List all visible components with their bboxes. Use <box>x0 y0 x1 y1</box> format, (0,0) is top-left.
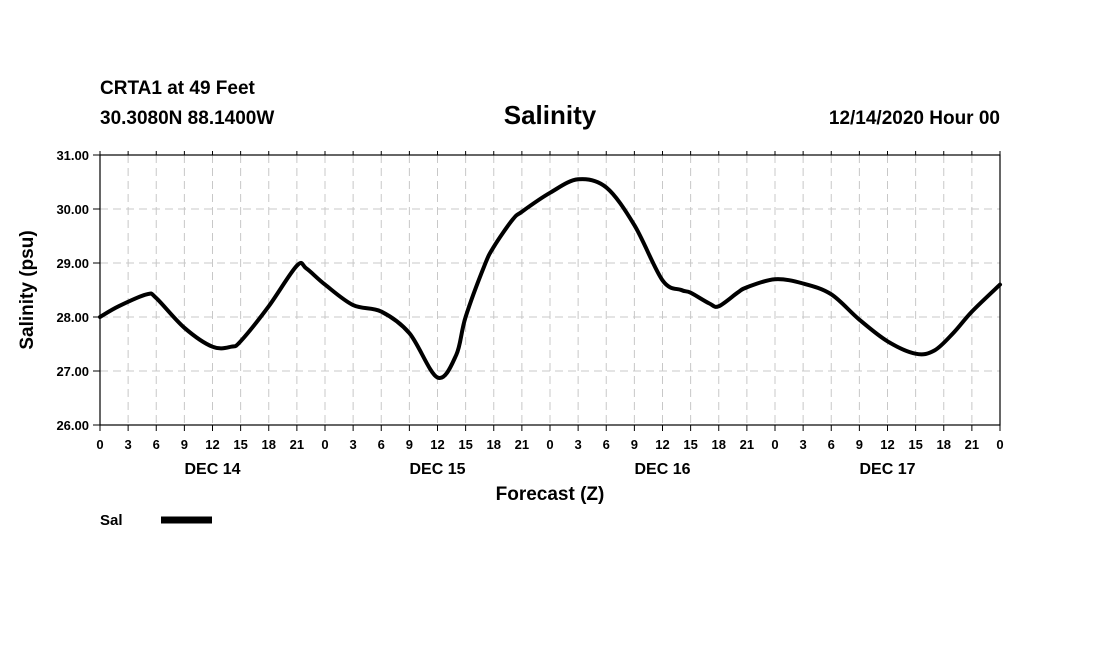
y-axis-label: Salinity (psu) <box>17 230 38 349</box>
x-tick-label: 15 <box>908 437 922 452</box>
x-tick-label: 0 <box>96 437 103 452</box>
x-tick-label: 6 <box>153 437 160 452</box>
x-tick-label: 6 <box>378 437 385 452</box>
x-tick-label: 15 <box>458 437 472 452</box>
x-tick-label: 18 <box>262 437 276 452</box>
day-label: DEC 16 <box>634 461 690 478</box>
x-tick-label: 12 <box>430 437 444 452</box>
x-tick-label: 0 <box>996 437 1003 452</box>
x-tick-label: 21 <box>290 437 304 452</box>
y-tick-label: 26.00 <box>56 418 89 433</box>
x-tick-label: 21 <box>515 437 529 452</box>
x-tick-label: 6 <box>828 437 835 452</box>
gridlines <box>100 155 1000 425</box>
series-line-sal <box>98 177 1002 380</box>
location-label: 30.3080N 88.1400W <box>100 108 274 129</box>
x-axis-label: Forecast (Z) <box>496 484 605 505</box>
y-tick-label: 30.00 <box>56 202 89 217</box>
x-axis-ticks: 0 3 6 9 12 15 18 21 0 3 6 9 12 15 18 21 0 3 6 9 12 15 18 21 0 3 6 9… <box>96 151 1004 452</box>
y-tick-label: 28.00 <box>56 310 89 325</box>
x-tick-label: 21 <box>965 437 979 452</box>
x-tick-label: 9 <box>181 437 188 452</box>
x-tick-label: 12 <box>880 437 894 452</box>
day-label: DEC 15 <box>409 461 465 478</box>
legend-label-sal: Sal <box>100 512 123 529</box>
station-label: CRTA1 at 49 Feet <box>100 78 256 99</box>
day-label: DEC 14 <box>184 461 240 478</box>
chart-title: Salinity <box>504 100 597 130</box>
x-tick-label: 15 <box>233 437 247 452</box>
x-tick-label: 9 <box>856 437 863 452</box>
x-tick-label: 21 <box>740 437 754 452</box>
x-tick-label: 3 <box>350 437 357 452</box>
x-tick-label: 18 <box>937 437 951 452</box>
x-tick-label: 6 <box>603 437 610 452</box>
day-labels: DEC 14 DEC 15 DEC 16 DEC 17 <box>184 461 915 478</box>
y-tick-label: 31.00 <box>56 148 89 163</box>
x-tick-label: 3 <box>125 437 132 452</box>
y-tick-label: 27.00 <box>56 364 89 379</box>
legend: Sal <box>100 512 212 529</box>
x-tick-label: 0 <box>546 437 553 452</box>
x-tick-label: 9 <box>406 437 413 452</box>
x-tick-label: 9 <box>631 437 638 452</box>
y-axis-ticks: 26.00 27.00 28.00 29.00 30.00 31.00 <box>56 148 100 433</box>
x-tick-label: 0 <box>771 437 778 452</box>
x-tick-label: 18 <box>487 437 501 452</box>
x-tick-label: 15 <box>683 437 697 452</box>
x-tick-label: 3 <box>800 437 807 452</box>
x-tick-label: 0 <box>321 437 328 452</box>
issue-time-label: 12/14/2020 Hour 00 <box>829 108 1000 129</box>
plot-frame <box>99 154 1001 426</box>
day-label: DEC 17 <box>859 461 915 478</box>
x-tick-label: 12 <box>655 437 669 452</box>
x-tick-label: 18 <box>712 437 726 452</box>
y-tick-label: 29.00 <box>56 256 89 271</box>
series-layer <box>98 177 1002 380</box>
x-tick-label: 3 <box>575 437 582 452</box>
x-tick-label: 12 <box>205 437 219 452</box>
